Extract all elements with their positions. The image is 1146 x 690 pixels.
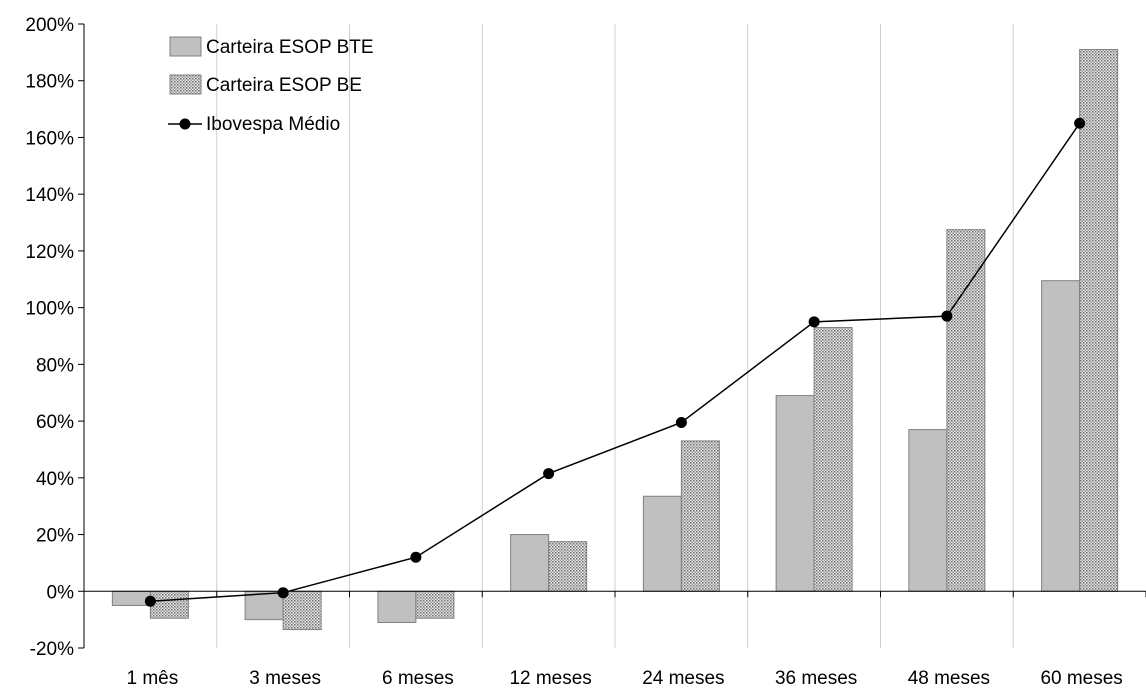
- ibovespa-point: [675, 417, 687, 429]
- bar-esop-bte: [1041, 280, 1081, 592]
- bar-esop-be: [680, 440, 720, 592]
- bar-esop-bte: [244, 590, 284, 621]
- y-tick-label: 40%: [36, 469, 74, 490]
- ibovespa-point: [144, 595, 156, 607]
- x-tick-label: 3 meses: [249, 668, 321, 689]
- bar-esop-bte: [377, 590, 417, 623]
- y-tick-label: 140%: [25, 185, 74, 206]
- bar-esop-bte: [908, 429, 948, 592]
- y-tick-label: 80%: [36, 355, 74, 376]
- bar-esop-bte: [111, 590, 151, 606]
- x-tick-label: 48 meses: [908, 668, 990, 689]
- legend-label-bte: Carteira ESOP BTE: [206, 37, 374, 58]
- bar-esop-be: [282, 590, 322, 631]
- x-tick-label: 24 meses: [642, 668, 724, 689]
- bar-esop-bte: [642, 495, 682, 592]
- gridlines: [216, 24, 1014, 648]
- y-tick-label: 60%: [36, 412, 74, 433]
- ibovespa-point: [543, 468, 555, 480]
- y-tick-label: -20%: [30, 639, 74, 660]
- ibovespa-point: [941, 310, 953, 322]
- legend-swatch-bte: [169, 36, 202, 57]
- bar-esop-be: [548, 541, 588, 592]
- x-tick-label: 1 mês: [127, 668, 179, 689]
- bar-esop-bte: [775, 395, 815, 592]
- ibovespa-point: [410, 551, 422, 563]
- x-tick-label: 60 meses: [1040, 668, 1122, 689]
- y-tick-label: 100%: [25, 299, 74, 320]
- ibovespa-point: [1074, 117, 1086, 129]
- bars: [111, 49, 1119, 631]
- y-tick-label: 120%: [25, 242, 74, 263]
- x-tick-label: 6 meses: [382, 668, 454, 689]
- legend: Carteira ESOP BTE Carteira ESOP BE Ibove…: [168, 36, 374, 135]
- bar-esop-be: [415, 590, 455, 619]
- y-tick-label: 0%: [47, 582, 75, 603]
- legend-label-ibovespa: Ibovespa Médio: [206, 114, 340, 135]
- ibovespa-point: [808, 316, 820, 328]
- ibovespa-line: [144, 117, 1086, 607]
- axes: -20% 0% 20% 40% 60% 80% 100% 120% 140% 160% 180% 20…: [25, 15, 1146, 689]
- bar-esop-bte: [510, 534, 550, 592]
- bar-esop-be: [149, 590, 189, 619]
- y-tick-label: 160%: [25, 128, 74, 149]
- y-tick-label: 20%: [36, 526, 74, 547]
- y-tick-label: 200%: [25, 15, 74, 36]
- ibovespa-point: [277, 587, 289, 599]
- legend-label-be: Carteira ESOP BE: [206, 75, 362, 96]
- bar-esop-be: [813, 326, 853, 592]
- ibovespa-series-line: [150, 122, 1081, 602]
- legend-marker-ibovespa: [179, 118, 191, 130]
- legend-swatch-be: [169, 74, 202, 95]
- y-tick-label: 180%: [25, 72, 74, 93]
- x-tick-label: 12 meses: [509, 668, 591, 689]
- bar-esop-be: [946, 229, 986, 592]
- bar-esop-be: [1079, 49, 1119, 592]
- x-tick-label: 36 meses: [775, 668, 857, 689]
